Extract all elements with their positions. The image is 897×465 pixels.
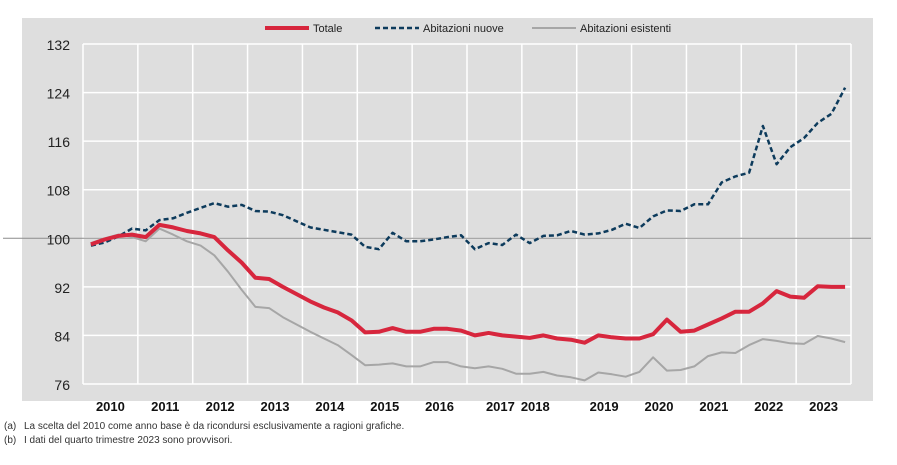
x-tick-label: 2021 xyxy=(699,399,728,414)
x-tick-label: 2017 xyxy=(486,399,515,414)
x-tick-label: 2012 xyxy=(206,399,235,414)
legend: Totale Abitazioni nuove Abitazioni esisten… xyxy=(265,23,671,35)
x-tick-label: 2019 xyxy=(590,399,619,414)
footnote-text: La scelta del 2010 come anno base è da r… xyxy=(24,421,405,432)
chart-panel xyxy=(22,18,873,401)
x-tick-label: 2015 xyxy=(370,399,399,414)
y-tick-label: 84 xyxy=(54,328,70,344)
legend-label: Abitazioni nuove xyxy=(423,23,504,35)
y-tick-label: 108 xyxy=(47,183,71,199)
y-tick-label: 124 xyxy=(47,86,71,102)
legend-label: Abitazioni esistenti xyxy=(580,23,671,35)
x-tick-label: 2018 xyxy=(521,399,550,414)
series-line-totale xyxy=(90,222,846,345)
footnote-a: (a) La scelta del 2010 come anno base è d… xyxy=(4,421,404,432)
x-tick-label: 2023 xyxy=(809,399,838,414)
y-tick-label: 76 xyxy=(54,377,70,393)
legend-label: Totale xyxy=(313,23,342,35)
y-axis: 76 84 92 100 108 116 124 132 xyxy=(47,37,71,393)
x-axis: 2010 2011 2012 2013 2014 2015 2016 2017 2018 2019… xyxy=(96,399,838,414)
x-tick-label: 2014 xyxy=(315,399,345,414)
x-tick-label: 2010 xyxy=(96,399,125,414)
x-tick-label: 2020 xyxy=(645,399,674,414)
y-tick-label: 92 xyxy=(54,280,70,296)
x-tick-label: 2011 xyxy=(151,399,179,414)
series-line-abitazioni-nuove xyxy=(90,87,847,251)
y-tick-label: 100 xyxy=(47,231,71,247)
x-tick-label: 2013 xyxy=(261,399,290,414)
series-line-abitazioni-esistenti xyxy=(90,227,846,382)
footnote-key: (b) xyxy=(4,435,17,446)
y-tick-label: 116 xyxy=(48,134,71,150)
footnote-b: (b) I dati del quarto trimestre 2023 sono… xyxy=(4,435,232,446)
footnote-key: (a) xyxy=(4,421,17,432)
series-lines xyxy=(90,87,847,382)
x-tick-label: 2022 xyxy=(754,399,783,414)
footnote-text: I dati del quarto trimestre 2023 sono pr… xyxy=(24,435,233,446)
y-tick-label: 132 xyxy=(47,37,71,53)
x-tick-label: 2016 xyxy=(425,399,454,414)
